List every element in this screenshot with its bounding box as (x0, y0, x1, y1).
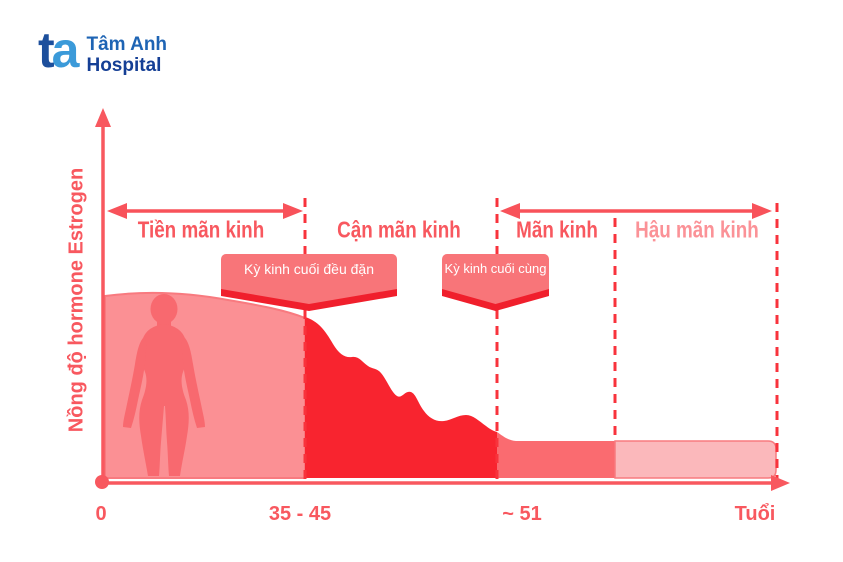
phase-label-hau-man-kinh: Hậu mãn kinh (635, 216, 759, 243)
y-axis-label: Nồng độ hormone Estrogen (65, 167, 88, 433)
phase-label-tien-man-kinh: Tiền mãn kinh (137, 216, 265, 243)
x-axis-title-age: Tuổi (734, 503, 776, 525)
area-hau-man-kinh (614, 440, 777, 479)
callout-last-regular-period: Kỳ kinh cuối đều đặn (221, 254, 397, 311)
female-figure-silhouette (123, 294, 205, 476)
hospital-logo: ta Tâm Anh Hospital (38, 22, 167, 78)
axes (95, 108, 790, 491)
phase-boundary-dashed-lines (303, 198, 779, 481)
area-can-man-kinh (305, 317, 497, 478)
phase-span-arrows (107, 203, 772, 219)
phase-label-can-man-kinh: Cận mãn kinh (337, 216, 461, 243)
x-tick-0: 0 (95, 503, 107, 525)
area-man-kinh (497, 432, 615, 478)
x-tick-35-45: 35 - 45 (268, 503, 332, 525)
logo-ta-monogram: ta (38, 22, 79, 78)
hospital-name: Tâm Anh Hospital (86, 34, 167, 76)
x-axis-arrowhead (771, 475, 790, 491)
y-axis-arrowhead (95, 108, 111, 127)
origin-dot (95, 475, 109, 489)
callout-final-period: Kỳ kinh cuối cùng (442, 254, 549, 311)
x-tick-51: ~ 51 (502, 503, 542, 525)
brand-name-line2: Hospital (86, 55, 162, 76)
phase-label-man-kinh: Mãn kinh (516, 216, 598, 243)
brand-name-line1: Tâm Anh (86, 34, 168, 55)
